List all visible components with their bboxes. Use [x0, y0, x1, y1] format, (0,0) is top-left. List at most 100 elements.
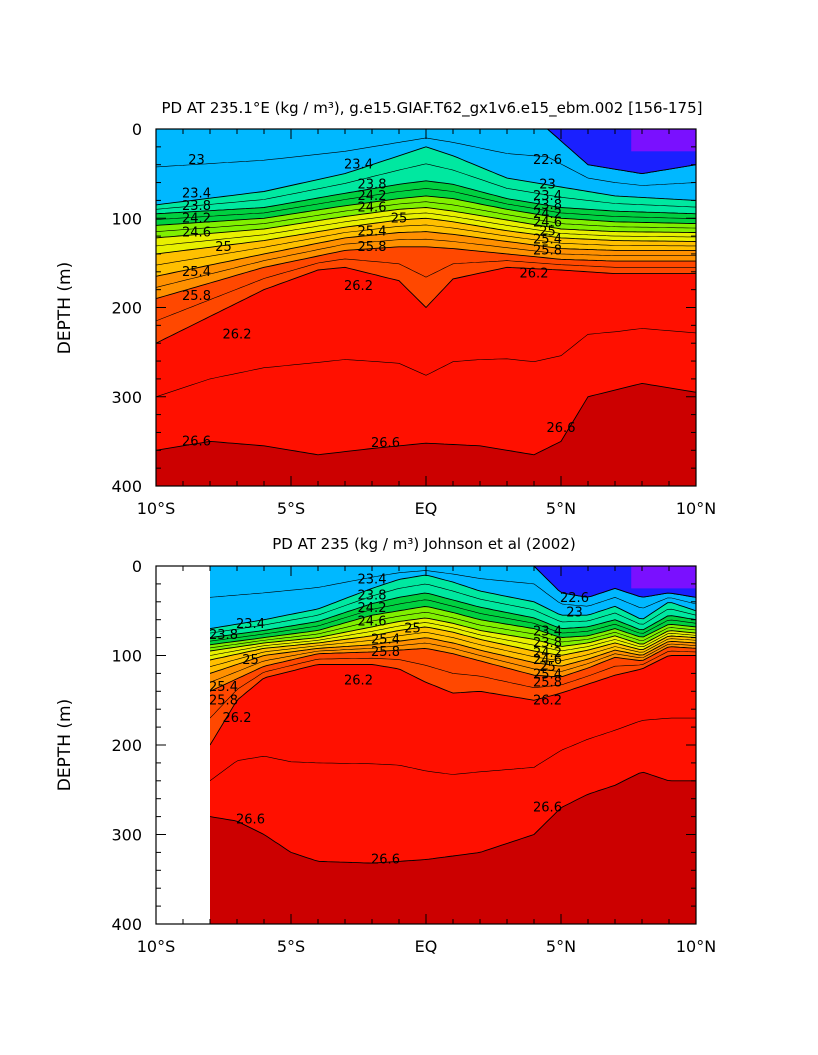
contour-line-25.8: [210, 646, 696, 692]
band-below-26.6: [210, 772, 696, 924]
contour-line-minor: [210, 583, 696, 634]
chart-title: PD AT 235.1°E (kg / m³), g.e15.GIAF.T62_…: [161, 99, 702, 118]
contour-line-24.2: [156, 195, 696, 226]
y-tick-label: 300: [111, 826, 142, 845]
x-tick-label: EQ: [415, 937, 438, 956]
contour-label: 25.4: [533, 667, 562, 682]
y-tick-label: 400: [111, 915, 142, 934]
contour-line-26.6: [156, 382, 696, 456]
contour-label: 26.2: [223, 327, 252, 342]
x-tick-label: 5°S: [277, 937, 305, 956]
contour-label: 25: [404, 622, 421, 637]
x-tick-label: 5°S: [277, 499, 305, 518]
contour-label: 26.6: [371, 436, 400, 451]
contour-label: 25.4: [358, 225, 387, 240]
contour-label: 24.6: [182, 226, 211, 241]
contour-label: 25.4: [371, 632, 400, 647]
x-tick-label: 5°N: [546, 499, 576, 518]
y-tick-label: 0: [132, 557, 142, 576]
contour-line-23.4: [210, 574, 696, 630]
y-tick-label: 0: [132, 120, 142, 139]
axes: 10°S 5°S EQ 5°N 10°N 0 100 200 300 400: [111, 557, 716, 956]
y-tick-label: 200: [111, 736, 142, 755]
y-tick-label: 400: [111, 477, 142, 496]
lowest-density-patch: [631, 129, 696, 152]
y-tick-label: 200: [111, 299, 142, 318]
lowest-density-patch: [631, 566, 696, 589]
contour-label: 23.8: [182, 199, 211, 214]
contour-line-25: [210, 626, 696, 661]
contour-label: 25.8: [358, 240, 387, 255]
contour-label: 23.4: [533, 624, 562, 639]
contour-label: 22.6: [533, 153, 562, 168]
y-tick-label: 300: [111, 388, 142, 407]
contour-label: 25.8: [182, 289, 211, 304]
contour-line-23.4: [156, 146, 696, 206]
contour-line-minor: [210, 717, 696, 782]
contour-line-minor: [156, 188, 696, 220]
contour-label: 23.8: [209, 628, 238, 643]
contour-label: 23.4: [344, 158, 373, 173]
contour-plot: 2323.423.824.224.62525.425.826.226.623.4…: [156, 129, 696, 486]
contour-line-26.2: [210, 655, 696, 746]
contour-label: 23.4: [358, 572, 387, 587]
contour-line-24.2: [210, 606, 696, 646]
contour-label: 26.2: [533, 693, 562, 708]
contour-label: 23.8: [358, 177, 387, 192]
contour-label: 25: [215, 240, 232, 255]
contour-label: 25.8: [533, 675, 562, 690]
contour-line-minor: [156, 224, 696, 266]
contour-label: 24.2: [182, 211, 211, 226]
contour-label: 26.6: [236, 812, 265, 827]
contour-label: 25.8: [209, 693, 238, 708]
x-tick-label: EQ: [415, 499, 438, 518]
contour-label: 26.2: [344, 279, 373, 294]
contour-label: 23: [566, 606, 583, 621]
contour-line-minor: [210, 599, 696, 642]
x-tick-label: 10°N: [676, 499, 716, 518]
contour-label: 25.4: [182, 265, 211, 280]
contour-label: 23.8: [358, 589, 387, 604]
contour-line-24.6: [210, 617, 696, 652]
y-axis-label: DEPTH (m): [55, 699, 75, 791]
band-below-26.2: [156, 267, 696, 486]
contour-label: 24.2: [358, 601, 387, 616]
top-panel: PD AT 235.1°E (kg / m³), g.e15.GIAF.T62_…: [55, 99, 716, 518]
band-below-26.6: [156, 383, 696, 486]
x-tick-label: 10°S: [137, 499, 176, 518]
x-tick-label: 5°N: [546, 937, 576, 956]
contour-line-26.6: [210, 771, 696, 864]
contour-line-minor: [210, 611, 696, 649]
contour-line-23.8: [210, 592, 696, 639]
contour-label: 26.6: [547, 421, 576, 436]
contour-label: 26.2: [520, 267, 549, 282]
contour-line-25.8: [156, 246, 696, 300]
contour-line-minor: [210, 650, 696, 719]
contour-line-26.2: [156, 266, 696, 344]
contour-plot: 23.423.82525.425.826.226.623.423.824.224…: [209, 566, 696, 924]
contour-line-minor: [210, 632, 696, 667]
contour-label: 26.6: [533, 801, 562, 816]
contour-line-minor: [156, 201, 696, 232]
contour-label: 23.4: [236, 617, 265, 632]
contour-label: 25.4: [209, 680, 238, 695]
contour-label: 23.8: [533, 198, 562, 213]
axes: 10°S 5°S EQ 5°N 10°N 0 100 200 300 400: [111, 120, 716, 518]
contour-label: 24.2: [533, 207, 562, 222]
contour-line-25.4: [210, 637, 696, 674]
x-tick-label: 10°S: [137, 937, 176, 956]
contour-line-minor: [156, 163, 696, 210]
contour-label: 25.4: [533, 233, 562, 248]
contour-label: 25: [539, 225, 556, 240]
contour-label: 23.4: [182, 186, 211, 201]
contour-line-23.8: [156, 180, 696, 215]
contour-line-minor: [210, 570, 696, 609]
contour-label: 24.6: [533, 653, 562, 668]
contour-label: 25: [391, 211, 408, 226]
contour-line-minor: [156, 212, 696, 247]
contour-label: 23.4: [533, 189, 562, 204]
contour-label: 25.8: [371, 645, 400, 660]
contour-label: 26.2: [344, 674, 373, 689]
contour-line-25.4: [156, 231, 696, 277]
